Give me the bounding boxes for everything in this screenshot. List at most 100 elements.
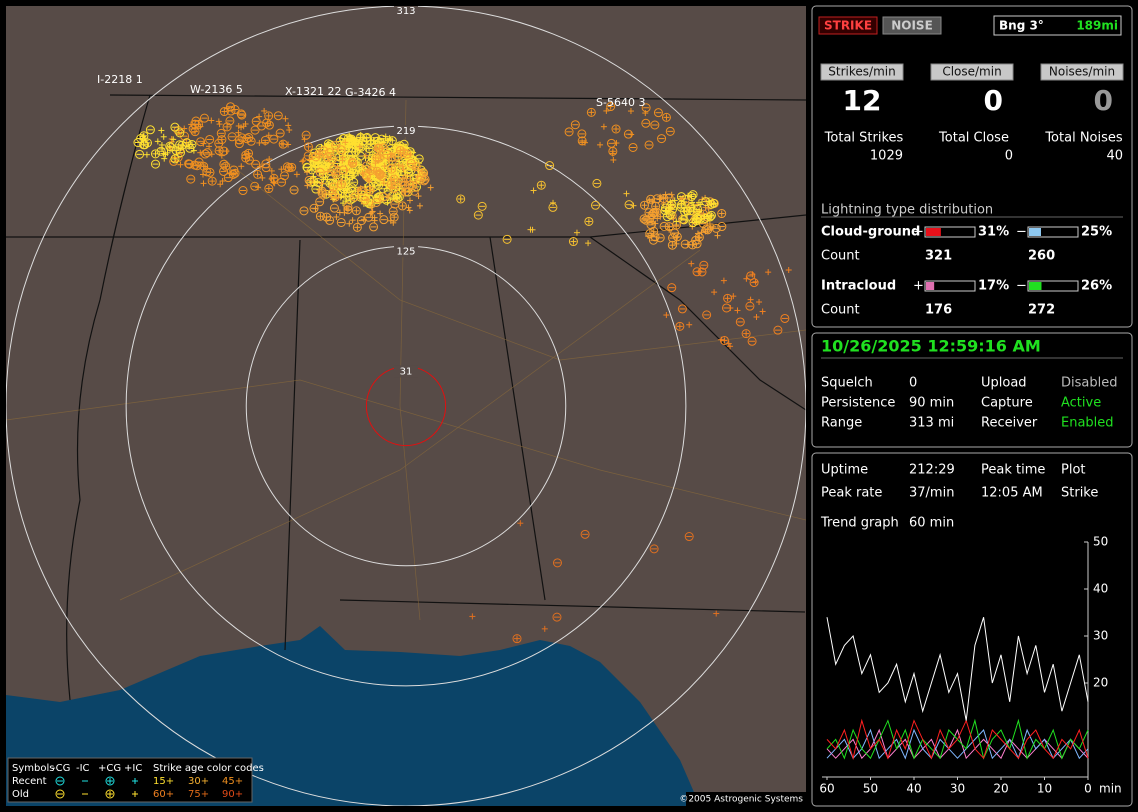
strike-ring [699, 260, 709, 270]
strikes [133, 102, 792, 644]
strike-symbol [673, 234, 680, 241]
strike-ring [641, 103, 651, 113]
strike-symbol [311, 184, 321, 194]
roads [6, 99, 806, 621]
strike-ring [184, 159, 194, 169]
strike-ring [322, 212, 332, 222]
rate-label: Noises/min [1049, 65, 1115, 79]
strike-symbol [262, 139, 269, 146]
noise-button-label[interactable]: NOISE [891, 19, 933, 33]
x-tick-label: 20 [993, 782, 1008, 796]
strike-symbol [194, 119, 204, 129]
strike-symbol [756, 299, 763, 306]
strike-ring [545, 161, 555, 171]
strike-symbol [667, 200, 677, 210]
rate-value: 0 [1094, 84, 1113, 117]
percent-label: 25% [1081, 225, 1112, 240]
strike-symbol [512, 634, 522, 644]
strike-symbol [170, 154, 180, 164]
strike-ring [665, 126, 675, 136]
strike-button-label[interactable]: STRIKE [824, 19, 872, 33]
strike-ring [680, 239, 690, 249]
strike-symbol [473, 210, 483, 220]
strike-button[interactable] [818, 16, 878, 35]
info-cell: 0 [909, 376, 917, 391]
strike-symbol [331, 140, 341, 150]
strike-symbol [329, 203, 339, 213]
storm-label: I-2218 1 [97, 73, 143, 86]
strike-symbol [289, 185, 299, 195]
strike-ring [344, 133, 354, 143]
storm-label: G-3426 4 [345, 86, 396, 99]
strike-ring [151, 159, 161, 169]
strike-symbol [609, 150, 616, 157]
strike-ring [735, 317, 745, 327]
strike-ring [606, 102, 616, 112]
legend-col: +IC [124, 763, 142, 774]
strike-symbol [711, 289, 718, 296]
strike-symbol [664, 222, 674, 232]
strike-symbol [701, 197, 711, 207]
trend-line [826, 718, 1089, 761]
noise-button[interactable] [882, 16, 942, 35]
strike-ring [657, 134, 667, 144]
strike-ring [419, 176, 429, 186]
count: 176 [925, 303, 952, 318]
strike-symbol [386, 152, 396, 162]
strike-symbol [394, 192, 404, 202]
x-tick-label: 10 [1037, 782, 1052, 796]
strike-symbol [251, 159, 261, 169]
strike-symbol [343, 205, 353, 215]
strike-ring [686, 192, 696, 202]
strike-symbol [684, 532, 694, 542]
strike-symbol [697, 201, 704, 208]
strike-symbol [255, 184, 262, 191]
strike-symbol [683, 217, 690, 224]
total-label: Total Strikes [824, 131, 904, 146]
strike-symbol [269, 134, 279, 144]
strike-ring [318, 169, 328, 179]
strike-symbol [745, 301, 755, 311]
strike-symbol [250, 125, 260, 135]
strike-ring [611, 124, 621, 134]
uptime: 212:29 [909, 463, 955, 478]
y-tick-label: 20 [1093, 676, 1108, 690]
strike-symbol [304, 169, 311, 176]
strike-symbol [223, 173, 233, 183]
sign: − [1016, 279, 1027, 294]
strike-symbol [317, 188, 327, 198]
bearing-box [993, 15, 1122, 36]
strike-ring [237, 110, 247, 120]
strike-ring [306, 177, 316, 187]
strike-symbol [584, 216, 594, 226]
sign: + [913, 279, 924, 294]
strike-symbol [346, 220, 353, 227]
strike-ring [688, 206, 698, 216]
strike-ring [373, 193, 383, 203]
strike-ring [749, 278, 759, 288]
strike-symbol [714, 232, 721, 239]
strike-symbol [208, 151, 215, 158]
strike-ring [688, 218, 698, 228]
legend-age: 75+ [188, 789, 209, 800]
strike-symbol [307, 157, 314, 164]
strike-symbol [347, 186, 357, 196]
strike-symbol [530, 187, 537, 194]
strike-symbol [158, 141, 165, 148]
strike-symbol [667, 283, 677, 293]
strike-ring [677, 304, 687, 314]
strike-symbol [665, 126, 675, 136]
strike-symbol [140, 133, 147, 140]
strike-ring [719, 335, 729, 345]
strike-ring [350, 192, 360, 202]
ring-label: 125 [396, 246, 415, 257]
info-cell: Upload [981, 376, 1027, 391]
x-tick-label: 50 [863, 782, 878, 796]
strike-symbol [161, 155, 168, 162]
strike-ring [389, 212, 399, 222]
strike-symbol [690, 202, 697, 209]
distance: 189mi [1076, 19, 1118, 33]
strike-symbol [166, 142, 176, 152]
stats-panel [811, 452, 1133, 807]
peak-rate-label: Peak rate [821, 486, 882, 501]
